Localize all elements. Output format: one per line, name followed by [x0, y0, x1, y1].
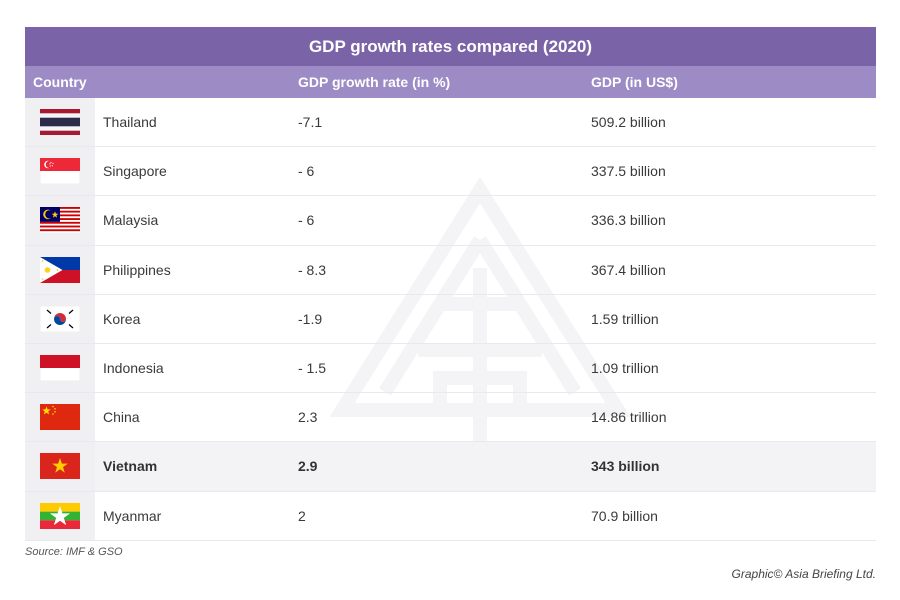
table-title: GDP growth rates compared (2020)	[25, 27, 876, 66]
country-name: Malaysia	[103, 212, 159, 229]
growth-rate: - 6	[298, 212, 315, 229]
growth-rate: - 1.5	[298, 360, 327, 377]
gdp-value: 336.3 billion	[591, 212, 666, 229]
gdp-value: 337.5 billion	[591, 163, 666, 180]
table-body: Thailand -7.1 509.2 billion Singapore	[25, 98, 876, 541]
growth-rate: -1.9	[298, 310, 323, 327]
table-row: Singapore - 6 337.5 billion	[25, 147, 876, 197]
growth-rate: - 6	[298, 163, 315, 180]
table-row-highlighted: Vietnam 2.9 343 billion	[25, 442, 876, 492]
table-row: Myanmar 2 70.9 billion	[25, 491, 876, 541]
vietnam-flag-icon	[40, 453, 80, 480]
country-name: Thailand	[103, 114, 157, 131]
header-growth: GDP growth rate (in %)	[298, 74, 451, 90]
header-gdp: GDP (in US$)	[591, 74, 678, 90]
gdp-value: 1.09 trillion	[591, 360, 659, 377]
header-country: Country	[33, 74, 87, 90]
source-note: Source: IMF & GSO	[25, 546, 123, 558]
country-name: Myanmar	[103, 507, 162, 524]
country-name: China	[103, 409, 140, 426]
gdp-value: 70.9 billion	[591, 507, 658, 524]
gdp-table: GDP growth rates compared (2020) Country…	[25, 27, 876, 541]
graphic-credit: Graphic© Asia Briefing Ltd.	[731, 567, 876, 581]
myanmar-flag-icon	[40, 502, 80, 529]
growth-rate: 2.9	[298, 458, 318, 475]
country-name: Indonesia	[103, 360, 164, 377]
table-row: Indonesia - 1.5 1.09 trillion	[25, 343, 876, 394]
table-row: Thailand -7.1 509.2 billion	[25, 98, 876, 148]
table-row: Philippines - 8.3 367.4 billion	[25, 245, 876, 295]
growth-rate: - 8.3	[298, 261, 327, 278]
korea-flag-icon	[40, 305, 80, 332]
gdp-value: 367.4 billion	[591, 261, 666, 278]
china-flag-icon	[40, 404, 80, 431]
thailand-flag-icon	[40, 109, 80, 136]
table-row: China 2.3 14.86 trillion	[25, 393, 876, 443]
philippines-flag-icon	[40, 256, 80, 283]
growth-rate: 2.3	[298, 409, 318, 426]
growth-rate: -7.1	[298, 114, 323, 131]
gdp-value: 1.59 trillion	[591, 310, 659, 327]
malaysia-flag-icon	[40, 207, 80, 234]
table-row: Malaysia - 6 336.3 billion	[25, 196, 876, 246]
table-header: Country GDP growth rate (in %) GDP (in U…	[25, 66, 876, 98]
country-name: Philippines	[103, 261, 171, 278]
gdp-value: 509.2 billion	[591, 114, 666, 131]
country-name: Vietnam	[103, 458, 158, 475]
indonesia-flag-icon	[40, 355, 80, 382]
country-name: Korea	[103, 310, 141, 327]
table-row: Korea -1.9 1.59 trillion	[25, 294, 876, 344]
asia-briefing-watermark-icon	[330, 178, 630, 458]
country-name: Singapore	[103, 163, 167, 180]
growth-rate: 2	[298, 507, 306, 524]
gdp-value: 343 billion	[591, 458, 660, 475]
gdp-value: 14.86 trillion	[591, 409, 667, 426]
singapore-flag-icon	[40, 158, 80, 185]
